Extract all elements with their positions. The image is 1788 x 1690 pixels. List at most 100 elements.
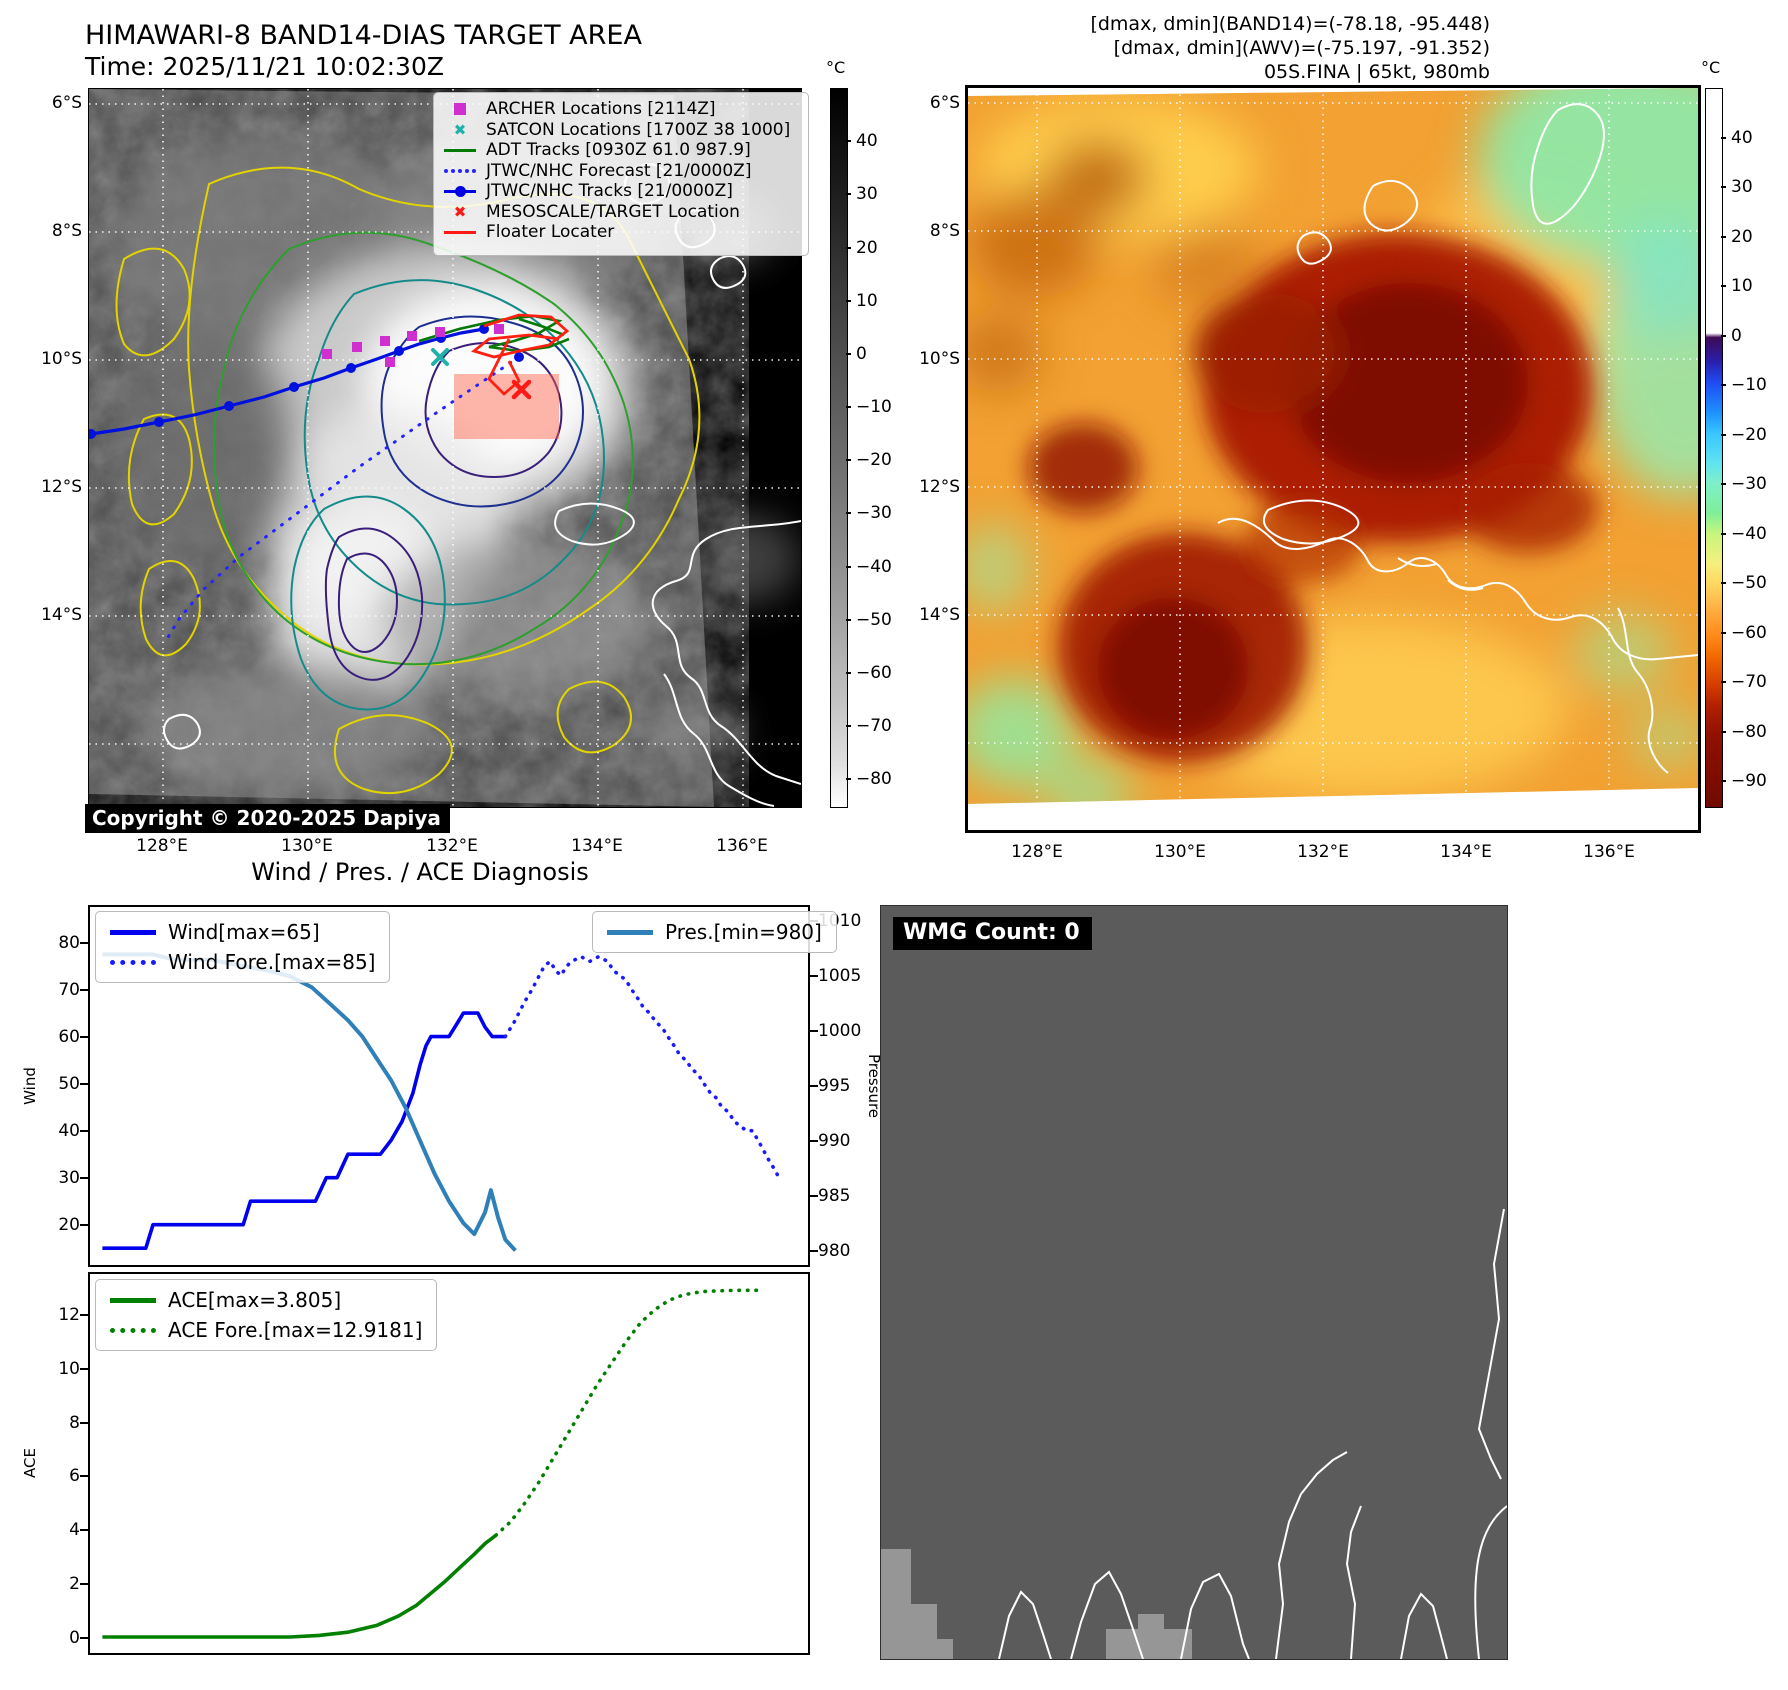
- tick-mark: [1721, 384, 1726, 387]
- diagnosis-title: Wind / Pres. / ACE Diagnosis: [251, 858, 589, 886]
- awv-colorbar-tick: −60: [1731, 622, 1767, 643]
- band14-colorbar-tick: 10: [856, 290, 878, 311]
- tick-mark: [846, 406, 851, 409]
- legend-item-wind-forecast: Wind Fore.[max=85]: [110, 950, 375, 974]
- wind-ytick: 60: [58, 1026, 80, 1047]
- stats-block: [dmax, dmin](BAND14)=(-78.18, -95.448) […: [900, 12, 1490, 84]
- band14-lon-tick: 134°E: [571, 836, 623, 856]
- awv-colorbar-tick: −70: [1731, 672, 1767, 693]
- legend-item-mesoscale: ✖ MESOSCALE/TARGET Location: [442, 202, 808, 223]
- legend-item-wind: Wind[max=65]: [110, 920, 375, 944]
- tick-mark: [1721, 483, 1726, 486]
- adt-line-icon: [442, 148, 478, 152]
- ace-ytick: 2: [69, 1573, 80, 1594]
- tick-mark: [846, 246, 851, 249]
- wind-ytick: 40: [58, 1120, 80, 1141]
- legend-label: Floater Locater: [486, 222, 615, 243]
- awv-colorbar-tick: −10: [1731, 375, 1767, 396]
- tick-mark: [80, 1636, 88, 1639]
- tick-mark: [80, 988, 88, 991]
- awv-map-panel: [965, 85, 1701, 833]
- awv-colorbar-tick: 40: [1731, 127, 1753, 148]
- awv-lat-tick: 10°S: [919, 349, 960, 369]
- tick-mark: [846, 565, 851, 568]
- tick-mark: [846, 459, 851, 462]
- band14-lon-tick: 132°E: [426, 836, 478, 856]
- band14-colorbar-tick: 0: [856, 343, 867, 364]
- awv-stats: [dmax, dmin](AWV)=(-75.197, -91.352): [1113, 37, 1490, 59]
- band14-lon-tick: 128°E: [136, 836, 188, 856]
- legend-item-pressure: Pres.[min=980]: [607, 920, 822, 944]
- ace-ytick: 0: [69, 1627, 80, 1648]
- wind-forecast-dotted-icon: [110, 959, 156, 965]
- tick-mark: [846, 618, 851, 621]
- tick-mark: [80, 1421, 88, 1424]
- pressure-ytick: 1005: [818, 966, 862, 987]
- band14-colorbar-tick: −70: [856, 716, 892, 737]
- band14-lat-tick: 14°S: [41, 605, 82, 625]
- legend-item-track: JTWC/NHC Tracks [21/0000Z]: [442, 181, 808, 202]
- tick-mark: [846, 778, 851, 781]
- tick-mark: [846, 672, 851, 675]
- tick-mark: [80, 1314, 88, 1316]
- tick-mark: [1721, 730, 1726, 733]
- storm-id-label: 05S.FINA | 65kt, 980mb: [1263, 61, 1490, 83]
- wind-ytick: 70: [58, 979, 80, 1000]
- awv-colorbar-tick: 20: [1731, 226, 1753, 247]
- wind-ytick: 50: [58, 1073, 80, 1094]
- band14-lat-tick: 10°S: [41, 349, 82, 369]
- wind-axis-label: Wind: [21, 1067, 39, 1105]
- ace-line-icon: [110, 1297, 156, 1303]
- band14-colorbar-tick: −50: [856, 609, 892, 630]
- band14-colorbar-tick: −80: [856, 769, 892, 790]
- tick-mark: [80, 1223, 88, 1226]
- copyright-label: Copyright © 2020-2025 Dapiya: [85, 804, 450, 833]
- wind-chart-legend: Wind[max=65] Wind Fore.[max=85]: [95, 911, 391, 983]
- archer-square-icon: [442, 103, 478, 116]
- awv-lon-tick: 136°E: [1583, 842, 1635, 862]
- awv-lon-tick: 132°E: [1297, 842, 1349, 862]
- tick-mark: [846, 193, 851, 196]
- ace-axis-label: ACE: [21, 1448, 39, 1478]
- tick-mark: [1721, 631, 1726, 634]
- legend-label: ACE[max=3.805]: [168, 1288, 342, 1312]
- awv-lat-tick: 14°S: [919, 605, 960, 625]
- pressure-ytick: 990: [818, 1130, 851, 1151]
- legend-label: JTWC/NHC Tracks [21/0000Z]: [486, 181, 733, 202]
- tick-mark: [1721, 433, 1726, 436]
- legend-label: ACE Fore.[max=12.9181]: [168, 1318, 423, 1342]
- pressure-chart-legend: Pres.[min=980]: [592, 911, 837, 953]
- awv-colorbar-tick: −40: [1731, 523, 1767, 544]
- legend-item-satcon: ✖ SATCON Locations [1700Z 38 1000]: [442, 120, 808, 141]
- wmg-panel: [880, 905, 1508, 1660]
- awv-lon-tick: 134°E: [1440, 842, 1492, 862]
- band14-lon-tick: 136°E: [716, 836, 768, 856]
- pressure-ytick: 985: [818, 1185, 851, 1206]
- pressure-ytick: 995: [818, 1076, 851, 1096]
- tick-mark: [810, 975, 818, 978]
- band14-stats: [dmax, dmin](BAND14)=(-78.18, -95.448): [1090, 13, 1490, 35]
- tick-mark: [1721, 136, 1726, 139]
- ace-ytick: 10: [58, 1358, 80, 1379]
- tick-mark: [80, 1475, 88, 1478]
- tick-mark: [810, 1139, 818, 1142]
- ace-chart-legend: ACE[max=3.805] ACE Fore.[max=12.9181]: [95, 1279, 438, 1351]
- wind-line-icon: [110, 929, 156, 935]
- band14-colorbar-tick: −10: [856, 397, 892, 418]
- tick-mark: [846, 512, 851, 515]
- wind-ytick: 30: [58, 1167, 80, 1188]
- tick-mark: [810, 1030, 818, 1033]
- satcon-x-icon: ✖: [453, 120, 467, 139]
- target-x-icon: ✖: [453, 202, 467, 221]
- tick-mark: [80, 1529, 88, 1532]
- legend-label: Pres.[min=980]: [665, 920, 822, 944]
- band14-colorbar-tick: 40: [856, 131, 878, 152]
- legend-label: MESOSCALE/TARGET Location: [486, 201, 740, 222]
- legend-label: Wind[max=65]: [168, 920, 320, 944]
- floater-line-icon: [442, 230, 478, 234]
- tick-mark: [1721, 186, 1726, 189]
- tick-mark: [80, 1582, 88, 1585]
- awv-colorbar-tick: −80: [1731, 721, 1767, 742]
- wmg-map-image: [881, 1208, 1507, 1659]
